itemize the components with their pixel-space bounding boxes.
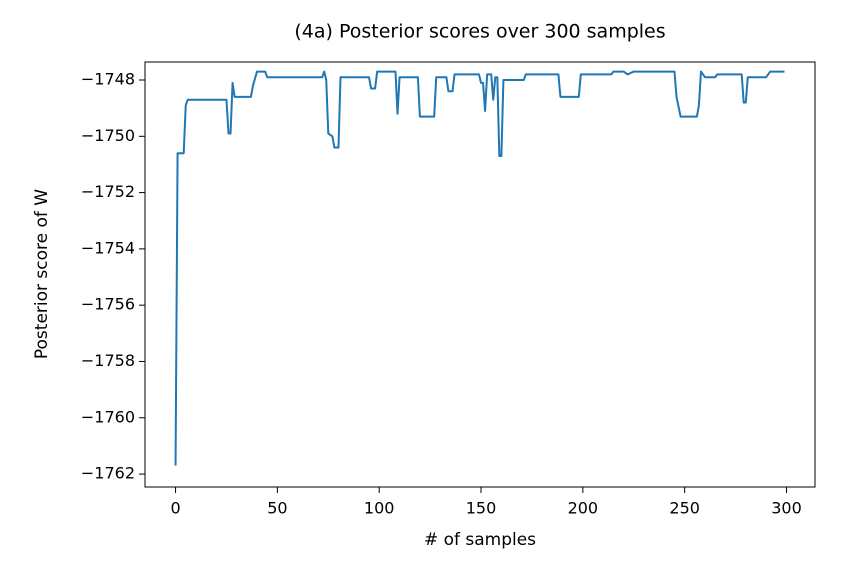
x-tick-label: 250 [669,499,700,518]
y-tick-label: −1758 [81,351,135,370]
x-tick-label: 300 [771,499,802,518]
y-tick-label: −1750 [81,126,135,145]
x-tick-label: 50 [267,499,287,518]
x-tick-label: 150 [466,499,497,518]
chart-title: (4a) Posterior scores over 300 samples [294,21,665,43]
x-tick-label: 200 [568,499,599,518]
y-tick-label: −1756 [81,295,135,314]
y-tick-label: −1762 [81,464,135,483]
y-tick-label: −1760 [81,407,135,426]
x-tick-label: 100 [364,499,395,518]
x-axis-label: # of samples [424,530,536,550]
y-axis-label: Posterior score of W [32,189,52,359]
plot-frame [144,61,816,488]
y-tick-label: −1748 [81,70,135,89]
y-tick-label: −1752 [81,182,135,201]
data-line [174,70,785,466]
x-tick-label: 0 [170,499,180,518]
y-tick-label: −1754 [81,238,135,257]
